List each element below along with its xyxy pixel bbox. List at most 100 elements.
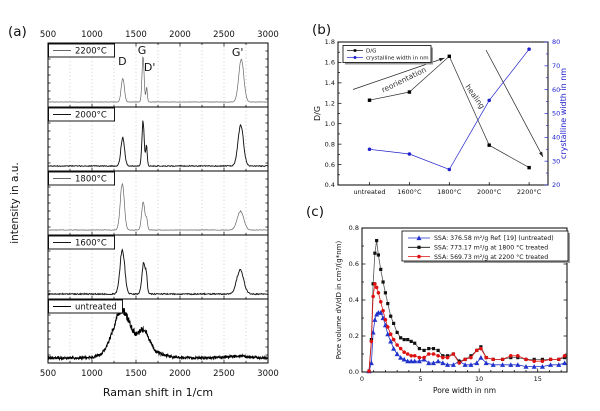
legend-label: SSA: 773.17 m²/g at 1800 °C treated [434,244,548,252]
data-point-square [367,98,372,102]
panel-a-label: (a) [8,24,27,40]
y-tick-label: 0.8 [349,224,359,232]
subplot-legend: 1800°C [48,171,115,186]
data-point-triangle [408,358,414,364]
data-point-circle [426,352,431,356]
data-point-square [399,336,403,340]
dg-ratio-chart: 0.4 0.6 0.8 1.0 1.2 1.4 1.6 1.8 20 30 40 50 60 70 80 un… [313,38,568,196]
data-point-circle [532,359,536,363]
data-point-triangle [385,331,391,337]
legend-box [401,230,569,262]
data-point-square [540,357,544,361]
data-point-triangle [378,309,384,315]
x-tick-label: 0 [360,375,364,383]
annotations: reorientation healing [352,49,544,158]
y-axis-title: Pore volume dV/dD in cm³/(g*nm) [335,241,343,360]
legend-label: D/G [366,49,376,55]
data-point-triangle [398,354,404,360]
data-point-square [417,245,421,249]
data-point-circle [395,343,399,347]
data-point-square [392,321,396,325]
legend-box [48,43,115,58]
y-tick-label-right: 70 [552,62,560,70]
data-point-square [376,253,380,257]
subplot-legend: 2000°C [48,107,115,122]
spectrum-subplot-2000°C: 2000°C [47,106,269,172]
data-point-triangle [430,360,436,366]
x-tick-label: 2200°C [517,188,542,196]
data-point-circle [417,355,422,360]
raman-spectra-chart: 500 1000 1500 2000 2500 3000 500 1000 1500 2000 25… [9,30,279,399]
data-point-square [532,357,536,361]
data-point-triangle [474,360,480,366]
x-axis-title: Raman shift in 1/cm [103,386,213,399]
x-tick-label: 1000 [81,369,103,379]
spectrum-subplot-1800°C: 1800°C [47,170,269,236]
legend-box [48,235,115,250]
spectrum-line-untreated [47,305,269,362]
data-point-circle [500,357,505,362]
data-point-circle [367,369,371,373]
data-point-triangle [562,360,568,366]
data-point-square [386,302,390,306]
y-tick-label-right: 20 [552,181,560,189]
data-point-triangle [372,317,378,322]
y-tick-label: 0.4 [349,296,359,304]
data-point-circle [374,285,379,290]
subplot-legend: 1600°C [48,235,115,250]
y-tick-label-right: 80 [552,38,560,46]
data-point-triangle [426,360,432,366]
x-tick-label: 1800°C [437,188,462,196]
data-point-circle [491,357,495,362]
series-0 [366,309,568,374]
peak-label-G: G [138,44,147,57]
y-tick-label-left: 1.2 [325,99,335,107]
subplot-legend: untreated [48,299,123,314]
legend-label: untreated [75,303,117,313]
data-point-triangle [368,360,374,366]
data-point-triangle [515,362,521,367]
annotation-arrowhead [538,151,543,157]
data-point-circle [398,346,403,351]
data-point-circle [412,354,417,358]
data-point-triangle [523,363,529,369]
data-point-square [353,49,357,52]
annotation-healing: healing [463,83,486,111]
data-point-circle [527,47,531,51]
data-point-square [441,354,445,358]
series-2 [367,282,567,373]
data-point-circle [436,354,440,358]
x-tick-label: 2000°C [477,188,502,196]
spectrum-line-1600°C [47,248,269,296]
series-crystalline-width [367,47,531,172]
data-point-square [527,165,531,170]
data-point-square [407,90,412,94]
data-point-triangle [508,362,514,367]
data-point-circle [402,350,406,354]
panel-c-label: (c) [306,204,324,220]
y-axis-title-left: D/G [313,106,322,121]
y-tick-label: 0.6 [349,260,359,268]
data-point-triangle [483,360,489,366]
data-point-circle [479,346,483,351]
y-tick-label-left: 0.6 [325,161,335,169]
spectrum-subplot-untreated: untreated [47,298,269,364]
y-tick-label-left: 0.8 [325,140,335,148]
data-point-triangle [548,362,554,367]
x-tick-label: 2000 [169,369,191,379]
data-point-circle [516,354,520,358]
legend-label: 2200°C [75,47,107,57]
data-point-circle [373,282,377,286]
data-point-circle [562,354,567,358]
panel-a-plot: 500 1000 1500 2000 2500 3000 500 1000 1500 2000 25… [9,30,279,399]
data-point-square [469,354,473,358]
annotation-arrow [485,49,544,158]
series-line [369,48,530,170]
x-tick-label: 500 [40,369,56,379]
x-tick-label: untreated [354,188,386,196]
data-point-circle [463,357,467,362]
y-tick-label-left: 1.8 [325,38,335,46]
data-point-circle [451,352,456,356]
data-point-circle [548,357,553,362]
